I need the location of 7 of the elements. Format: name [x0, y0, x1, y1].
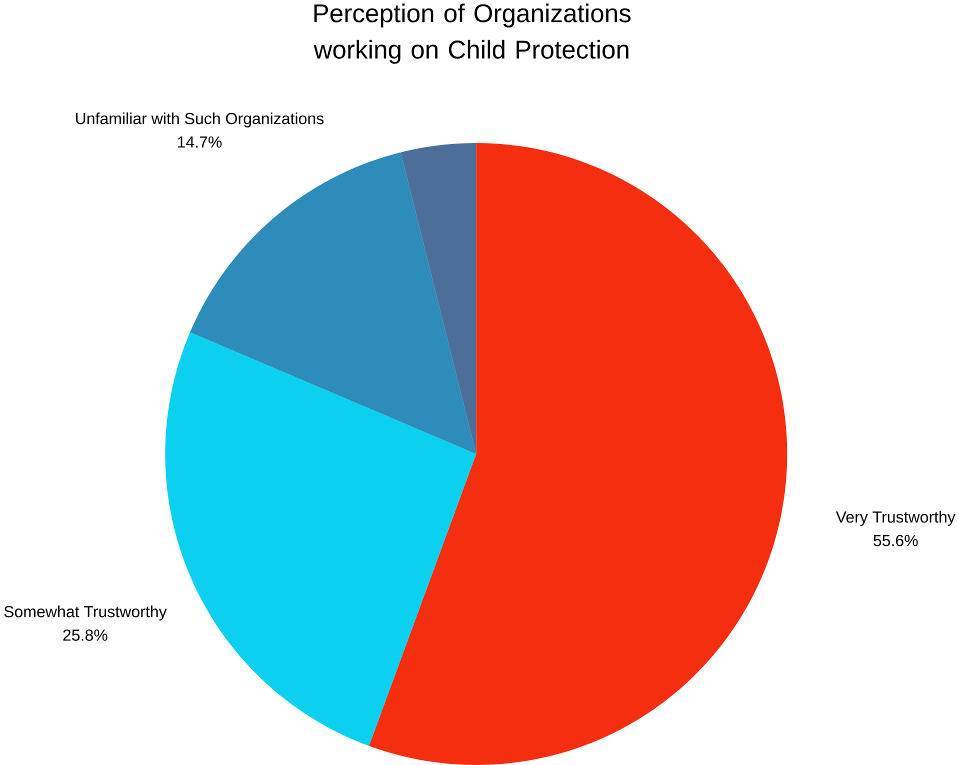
data-label: 55.6% — [874, 534, 918, 546]
slice-label: Somewhat Trustworthy — [4, 606, 167, 620]
data-label: 14.7% — [178, 136, 222, 148]
slice-label: Very Trustworthy — [836, 510, 956, 526]
slice-label: Unfamiliar with Such Organizations — [76, 112, 324, 128]
data-label: 25.8% — [63, 629, 108, 641]
chart-title: Perception of Organizations working on Child Protection — [314, 4, 631, 64]
